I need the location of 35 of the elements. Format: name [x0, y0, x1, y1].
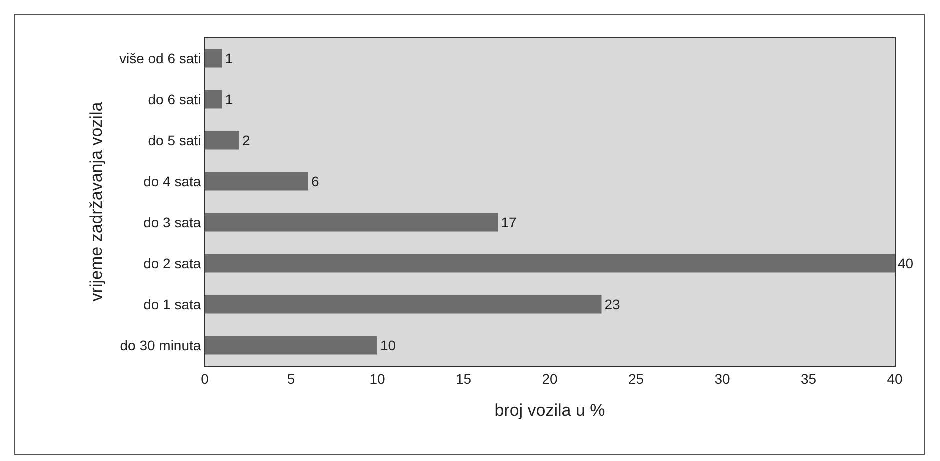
y-tick-label: do 4 sata: [144, 173, 202, 190]
bar: [205, 49, 222, 68]
data-label: 1: [225, 92, 234, 108]
data-label: 2: [242, 132, 250, 149]
x-tick-label: 30: [714, 370, 730, 387]
bar: [205, 172, 308, 191]
data-label: 6: [312, 174, 320, 190]
bar: [205, 213, 498, 232]
x-tick-label: 40: [887, 370, 903, 387]
bar: [205, 336, 378, 355]
y-tick-label: do 30 minuta: [120, 337, 202, 354]
y-tick-label: do 5 sati: [148, 132, 202, 148]
y-tick-label: više od 6 sati: [119, 50, 202, 66]
x-tick-label: 35: [800, 370, 817, 387]
x-tick-label: 25: [628, 370, 644, 387]
bar: [205, 254, 895, 273]
y-tick-label: do 6 sati: [148, 91, 202, 108]
x-tick-label: 0: [201, 370, 210, 387]
y-tick-label: do 2 sata: [144, 255, 202, 272]
x-tick-label: 10: [370, 370, 386, 387]
y-tick-label: do 1 sata: [144, 296, 202, 312]
x-tick-label: 15: [456, 370, 472, 387]
bar: [205, 90, 222, 109]
data-label: 23: [604, 296, 621, 312]
x-tick-label: 5: [287, 370, 296, 387]
bar: [205, 131, 240, 150]
data-label: 40: [898, 256, 914, 272]
y-tick-label: do 3 sata: [144, 214, 202, 230]
x-axis-title: broj vozila u %: [494, 401, 606, 420]
data-label: 17: [501, 214, 518, 231]
bar: [205, 295, 602, 314]
data-label: 1: [225, 50, 234, 67]
data-label: 10: [380, 338, 396, 354]
y-axis-title: vrijeme zadržavanja vozila: [87, 102, 106, 302]
x-tick-label: 20: [542, 370, 558, 387]
